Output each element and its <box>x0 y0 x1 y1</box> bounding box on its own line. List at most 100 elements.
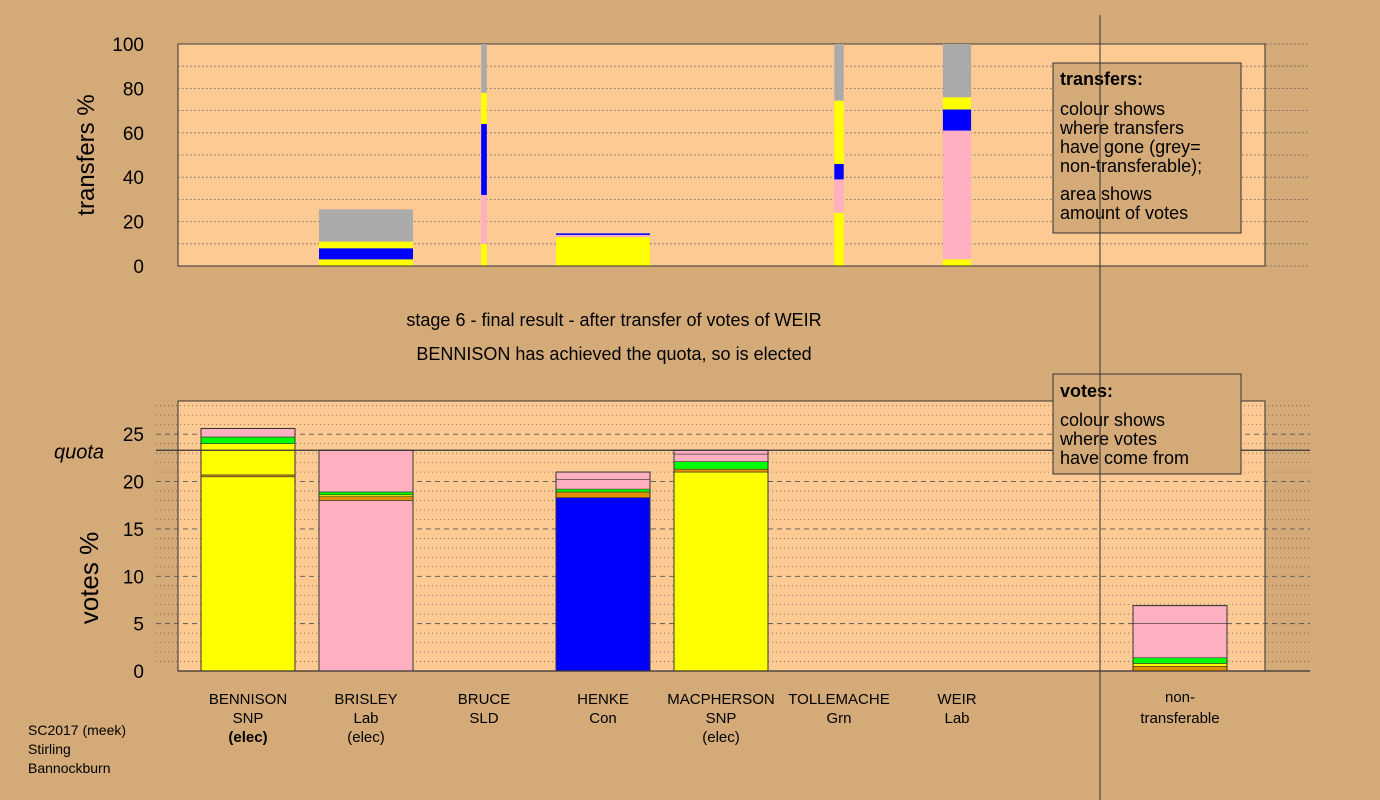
votes-bar-segment <box>200 443 296 476</box>
candidate-status: (elec) <box>702 729 740 746</box>
transfers-legend-line: non-transferable); <box>1060 156 1202 176</box>
transfers-legend-line: have gone (grey= <box>1060 137 1201 157</box>
nontransferable-label: non- <box>1165 689 1195 706</box>
transfer-bar-segment <box>834 44 844 101</box>
votes-bar <box>200 427 296 672</box>
candidate-status: (elec) <box>228 729 267 746</box>
votes-bar-segment <box>200 476 296 672</box>
candidate-label: TOLLEMACHE Grn <box>788 691 889 727</box>
candidate-label: MACPHERSON SNP (elec) <box>667 691 775 746</box>
votes-bar-segment <box>200 428 296 438</box>
votes-bar-segment <box>1132 623 1228 659</box>
transfers-legend-title: transfers: <box>1060 69 1143 89</box>
transfer-bar-segment <box>481 243 487 266</box>
candidate-label: HENKE Con <box>577 691 629 727</box>
votes-bar-segment <box>1132 665 1228 672</box>
transfer-bar-segment <box>319 259 413 266</box>
votes-legend-line: colour shows <box>1060 410 1165 430</box>
transfers-y-tick: 80 <box>123 79 144 100</box>
transfer-bar-segment <box>319 209 413 242</box>
transfers-y-tick: 40 <box>123 168 144 189</box>
votes-bar-segment <box>318 449 414 493</box>
votes-y-label: votes % <box>74 532 104 625</box>
candidate-label: BRISLEY Lab (elec) <box>334 691 397 746</box>
votes-bar-segment <box>673 461 769 470</box>
candidate-party: SLD <box>469 710 498 727</box>
transfer-bar-segment <box>942 44 972 98</box>
candidate-name: BRISLEY <box>334 691 397 708</box>
votes-bar-segment <box>673 471 769 672</box>
transfer-bar-segment <box>481 194 487 244</box>
votes-y-tick: 0 <box>133 662 144 683</box>
votes-bar-segment <box>1132 605 1228 624</box>
votes-bar <box>555 471 651 672</box>
transfer-bar-segment <box>834 212 844 266</box>
candidate-party: Lab <box>944 710 969 727</box>
candidate-party: Con <box>589 710 617 727</box>
votes-bar-segment <box>555 491 651 498</box>
transfers-legend-line: area shows <box>1060 184 1152 204</box>
votes-bar-segment <box>555 488 651 493</box>
nontransferable-label: transferable <box>1140 710 1219 727</box>
votes-bar <box>673 449 769 672</box>
transfers-y-label: transfers % <box>73 94 100 215</box>
candidate-name: WEIR <box>937 691 976 708</box>
transfer-bar-segment <box>319 248 413 260</box>
candidate-name: BRUCE <box>458 691 511 708</box>
votes-bar-segment <box>555 479 651 490</box>
transfer-bar-segment <box>319 241 413 249</box>
transfer-bar-segment <box>942 130 972 260</box>
transfer-bar-segment <box>834 163 844 180</box>
stage-caption: stage 6 - final result - after transfer … <box>406 310 821 330</box>
transfer-bar-segment <box>942 97 972 110</box>
transfers-y-tick: 60 <box>123 124 144 145</box>
votes-bar-segment <box>673 468 769 473</box>
quota-label: quota <box>54 441 104 463</box>
transfer-bar-segment <box>942 109 972 131</box>
transfer-bar-segment <box>942 259 972 266</box>
votes-legend-line: where votes <box>1059 429 1157 449</box>
votes-bar-segment <box>555 471 651 480</box>
votes-bar-segment <box>200 436 296 444</box>
transfer-bar-segment <box>556 237 650 266</box>
candidate-labels: BENNISON SNP (elec) BRISLEY Lab (elec) BRUCE SL… <box>209 689 1220 746</box>
candidate-label: WEIR Lab <box>937 691 976 727</box>
candidate-party: SNP <box>233 710 264 727</box>
transfers-legend-line: where transfers <box>1059 118 1184 138</box>
votes-legend-title: votes: <box>1060 381 1113 401</box>
candidate-name: MACPHERSON <box>667 691 775 708</box>
transfer-bar-segment <box>481 92 487 124</box>
votes-bar <box>1132 605 1228 672</box>
transfer-bar-segment <box>556 233 650 235</box>
transfers-legend-line: amount of votes <box>1060 203 1188 223</box>
candidate-party: Lab <box>353 710 378 727</box>
votes-bar-segment <box>1132 657 1228 664</box>
votes-bar-segment <box>318 491 414 496</box>
candidate-party: SNP <box>706 710 737 727</box>
votes-bar-segment <box>555 497 651 672</box>
transfer-bar-segment <box>481 123 487 195</box>
votes-y-tick: 5 <box>133 615 144 636</box>
candidate-name: HENKE <box>577 691 629 708</box>
votes-y-tick: 25 <box>123 425 144 446</box>
transfer-bar-segment <box>834 179 844 213</box>
transfers-y-tick: 100 <box>112 35 144 56</box>
transfers-legend-line: colour shows <box>1060 99 1165 119</box>
footer-line-1: SC2017 (meek) <box>28 722 126 738</box>
transfer-bar-segment <box>834 100 844 164</box>
votes-bar-segment <box>1132 663 1228 667</box>
candidate-party: Grn <box>826 710 851 727</box>
votes-bar-segment <box>318 496 414 501</box>
transfers-y-tick: 0 <box>133 257 144 278</box>
candidate-label: BRUCE SLD <box>458 691 511 727</box>
transfer-bar-segment <box>556 234 650 238</box>
votes-y-tick: 10 <box>123 567 144 588</box>
votes-bar-segment <box>318 500 414 672</box>
footer-line-3: Bannockburn <box>28 760 111 776</box>
votes-bar <box>318 449 414 672</box>
candidate-label: BENNISON SNP (elec) <box>209 691 287 746</box>
votes-legend-line: have come from <box>1060 448 1189 468</box>
transfers-legend: transfers: colour shows where transfers … <box>1052 62 1242 234</box>
votes-legend: votes: colour shows where votes have com… <box>1052 373 1242 475</box>
